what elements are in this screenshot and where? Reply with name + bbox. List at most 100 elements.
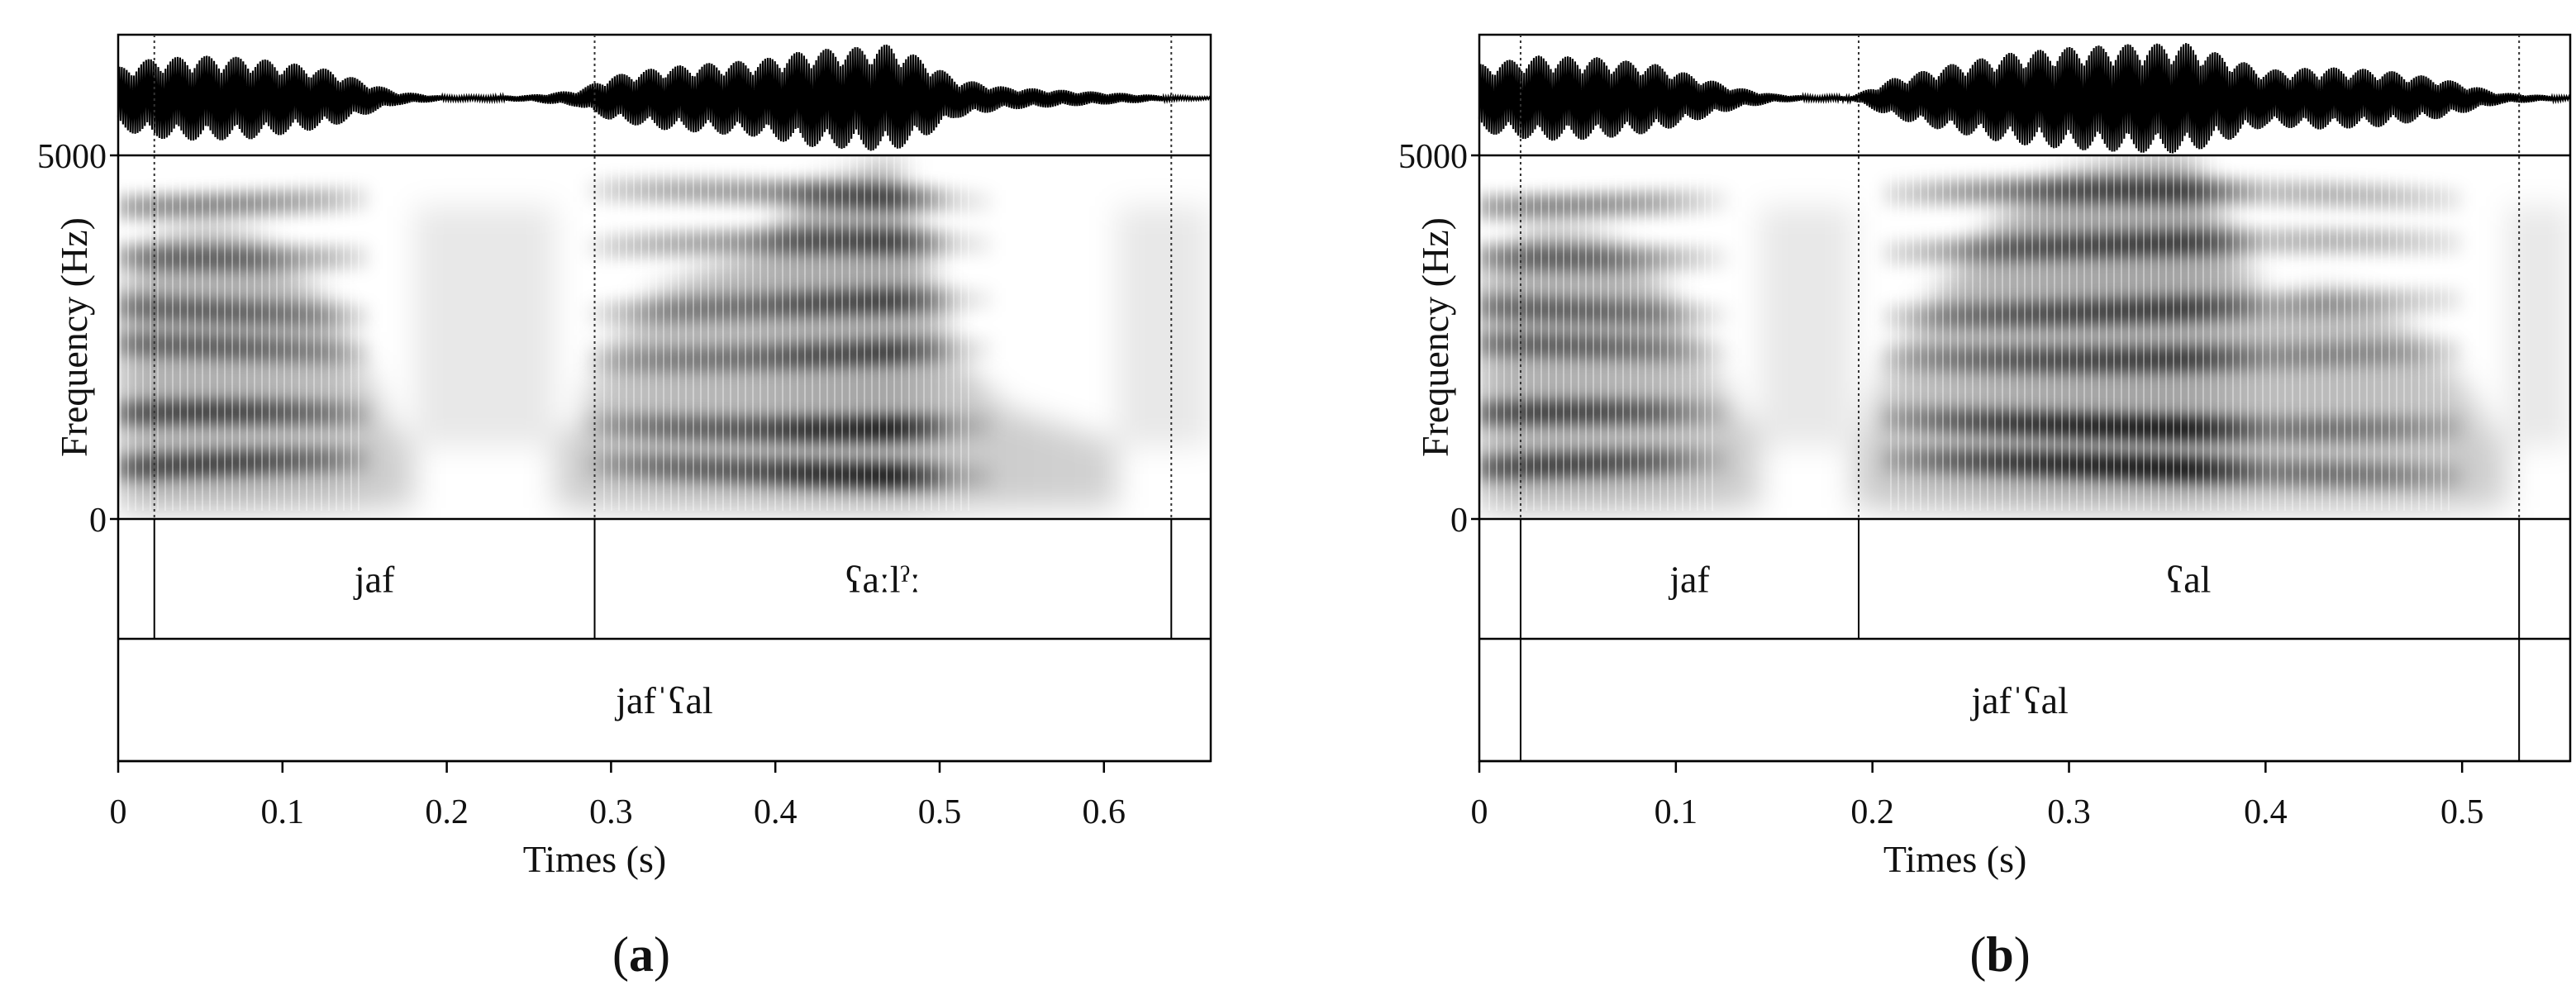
- spectrogram-column: [367, 395, 385, 508]
- formant-band: [1634, 246, 1652, 271]
- formant-band: [710, 347, 728, 371]
- formant-band: [1712, 448, 1730, 473]
- formant-band: [1945, 347, 1964, 371]
- formant-band: [773, 345, 791, 369]
- formant-band: [2351, 290, 2369, 314]
- formant-band: [898, 288, 916, 312]
- formant-band: [211, 400, 229, 424]
- formant-band: [2413, 186, 2431, 210]
- formant-band: [741, 417, 759, 441]
- formant-band: [2195, 347, 2213, 371]
- formant-band: [632, 415, 650, 439]
- formant-band: [944, 288, 962, 312]
- formant-band: [1915, 448, 1932, 473]
- formant-band: [1883, 448, 1902, 472]
- spectrogram-noise: [1759, 206, 1776, 446]
- spectrogram-column: [882, 158, 900, 508]
- formant-band: [2397, 289, 2416, 313]
- formant-band: [1993, 302, 2011, 327]
- formant-band: [929, 464, 946, 488]
- formant-band: [1588, 299, 1605, 323]
- formant-band: [601, 179, 619, 202]
- formant-band: [1525, 454, 1543, 478]
- formant-band: [2445, 338, 2462, 362]
- formant-band: [2382, 185, 2400, 209]
- spectrogram-column: [1479, 268, 1496, 508]
- formant-band: [2117, 179, 2135, 202]
- x-axis-title: Times (s): [1883, 838, 2026, 880]
- formant-band: [211, 451, 229, 475]
- formant-band: [1697, 339, 1714, 363]
- x-tick-label: 0.2: [425, 793, 469, 831]
- spectrogram-column: [726, 257, 744, 508]
- formant-band: [1681, 338, 1698, 362]
- panel-label-open: (: [612, 927, 629, 982]
- formant-band: [2320, 417, 2338, 441]
- spectrogram-noise: [1148, 206, 1164, 446]
- formant-band: [959, 464, 978, 489]
- x-tick-label: 0.1: [261, 793, 305, 831]
- formant-band: [601, 452, 619, 476]
- spectrogram-noise: [1179, 206, 1196, 446]
- formant-band: [2273, 181, 2291, 205]
- formant-band: [2429, 288, 2447, 312]
- formant-band: [1961, 238, 1979, 262]
- formant-band: [1572, 400, 1589, 424]
- formant-band: [601, 301, 619, 325]
- formant-band: [179, 246, 198, 270]
- formant-band: [1572, 246, 1589, 270]
- formant-band: [2039, 412, 2057, 436]
- formant-band: [913, 464, 931, 488]
- spectrogram-noise: [524, 206, 540, 446]
- formant-band: [2336, 342, 2353, 367]
- formant-band: [944, 464, 962, 488]
- formant-band: [336, 188, 354, 212]
- formant-band: [913, 339, 931, 363]
- formant-band: [679, 348, 697, 372]
- spectrogram-noise: [1821, 206, 1838, 446]
- spectrogram-noise: [1807, 206, 1822, 446]
- formant-band: [2351, 183, 2369, 207]
- formant-band: [2304, 292, 2322, 316]
- formant-band: [2133, 348, 2150, 372]
- formant-band: [2164, 297, 2182, 321]
- formant-band: [2382, 464, 2400, 488]
- formant-band: [710, 417, 728, 440]
- formant-band: [2164, 231, 2182, 255]
- formant-band: [226, 193, 245, 217]
- formant-band: [1945, 239, 1964, 263]
- formant-band: [2413, 230, 2431, 255]
- y-tick-label-min: 0: [89, 502, 107, 540]
- formant-band: [819, 291, 837, 315]
- formant-band: [788, 293, 806, 317]
- formant-band: [2304, 461, 2322, 486]
- formant-band: [664, 348, 681, 372]
- panel-a: jaf ʕaːlˀː jafˈʕal 0 0.1 0.2 0.3 0.4 0.5 0.6 5000 0…: [37, 33, 1212, 982]
- formant-band: [2148, 298, 2166, 321]
- formant-band: [2086, 453, 2104, 478]
- formant-band: [1712, 246, 1730, 270]
- formant-band: [2179, 179, 2197, 203]
- formant-band: [601, 235, 619, 259]
- spectrogram-column: [1743, 426, 1761, 508]
- formant-band: [2273, 345, 2291, 369]
- formant-band: [2366, 290, 2384, 314]
- formant-band: [788, 461, 806, 485]
- spectrogram-column: [1054, 426, 1072, 508]
- formant-band: [304, 188, 322, 213]
- formant-band: [2086, 233, 2104, 258]
- formant-band: [1945, 304, 1964, 328]
- formant-band: [132, 401, 150, 425]
- formant-band: [2133, 232, 2150, 256]
- formant-band: [2242, 180, 2259, 204]
- spectrogram-column: [1084, 435, 1102, 508]
- formant-band: [1540, 453, 1559, 478]
- panel-label-close: ): [2014, 927, 2031, 982]
- formant-band: [273, 302, 291, 326]
- formant-band: [2039, 235, 2057, 259]
- formant-band: [1556, 298, 1574, 322]
- formant-band: [2024, 451, 2041, 475]
- tier2-label: jafˈʕal: [614, 679, 712, 721]
- formant-band: [741, 459, 759, 483]
